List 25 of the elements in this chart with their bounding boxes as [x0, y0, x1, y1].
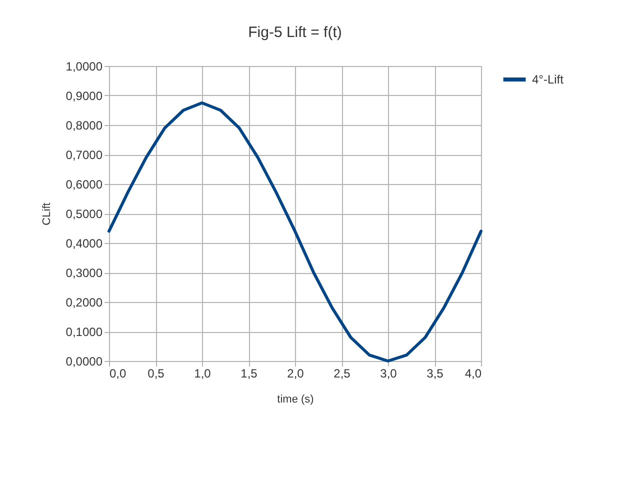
- x-tick-label: 3,0: [380, 366, 398, 380]
- y-axis-title: CLift: [40, 202, 53, 226]
- line-series: [108, 101, 482, 362]
- x-tick-label: 4,0: [464, 366, 482, 380]
- y-tick-label: 1,0000: [66, 60, 103, 74]
- x-axis-title: time (s): [277, 394, 314, 406]
- x-tick-label: 0,5: [148, 366, 165, 380]
- y-tick-label: 0,3000: [66, 266, 103, 280]
- y-tick-label: 0,4000: [66, 236, 103, 250]
- y-tick-label: 0,0000: [66, 354, 103, 368]
- x-tick-label: 0,0: [110, 366, 127, 380]
- x-tick-label: 2,5: [334, 366, 351, 380]
- y-tick-label: 0,9000: [66, 89, 103, 103]
- y-tick-label: 0,6000: [66, 178, 103, 192]
- legend-label: 4°-Lift: [532, 72, 564, 86]
- y-tick-label: 0,8000: [66, 118, 103, 132]
- y-tick-label: 0,7000: [66, 148, 103, 162]
- y-tick-label: 0,1000: [66, 325, 103, 339]
- chart-title: Fig-5 Lift = f(t): [248, 24, 342, 41]
- y-tick-label: 0,2000: [66, 296, 103, 310]
- x-tick-label: 1,0: [194, 366, 212, 380]
- y-tick-label: 0,5000: [66, 207, 103, 221]
- x-tick-label: 3,5: [426, 366, 444, 380]
- x-tick-label: 1,5: [240, 366, 258, 380]
- x-tick-label: 2,0: [287, 366, 304, 380]
